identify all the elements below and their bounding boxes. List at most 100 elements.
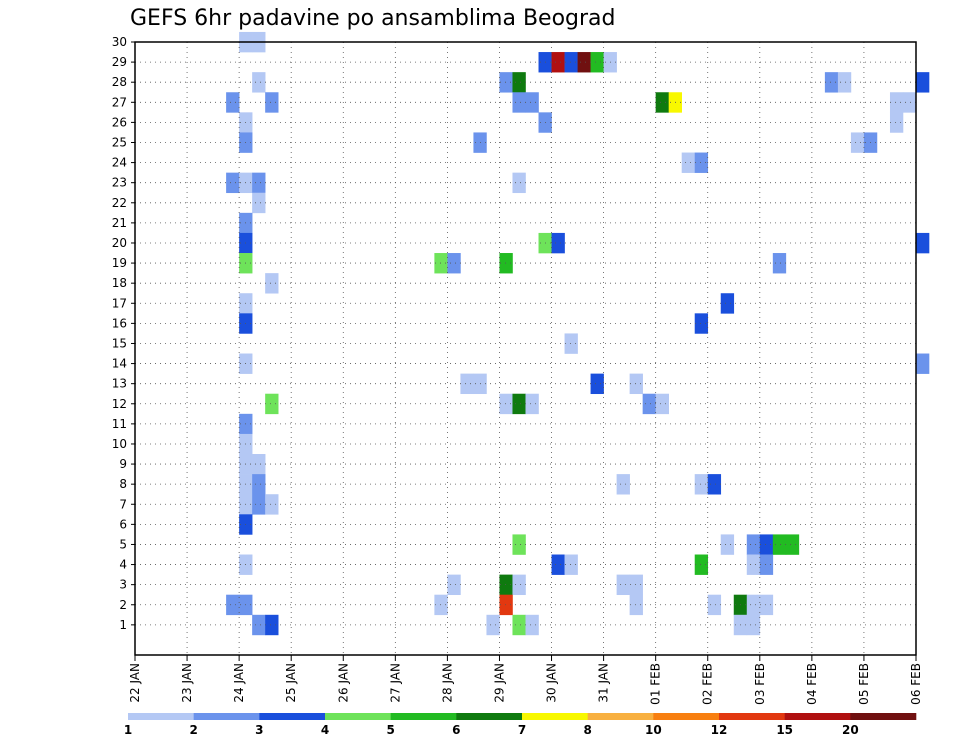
x-tick-label: 28 JAN	[440, 663, 454, 703]
heatmap-cell	[486, 614, 500, 636]
x-tick-label: 01 FEB	[649, 663, 663, 705]
heatmap-cell	[512, 614, 526, 636]
heatmap-cell	[252, 614, 266, 636]
heatmap-cell	[499, 574, 513, 596]
colorbar-label: 15	[776, 723, 793, 737]
y-tick-label: 18	[112, 276, 127, 290]
heatmap-cell	[824, 72, 839, 93]
heatmap-cell	[499, 72, 513, 93]
y-tick-label: 1	[119, 618, 127, 632]
colorbar-swatch	[128, 713, 194, 720]
heatmap-cell	[837, 72, 852, 93]
heatmap-cell	[629, 594, 643, 616]
heatmap-cell	[512, 393, 526, 415]
y-tick-label: 30	[112, 35, 127, 49]
heatmap-cell	[525, 92, 539, 113]
heatmap-cell	[512, 534, 526, 555]
heatmap-cell	[460, 373, 474, 395]
heatmap-cell	[746, 534, 761, 555]
chart-title: GEFS 6hr padavine po ansamblima Beograd	[130, 6, 616, 31]
heatmap-cell	[655, 393, 669, 415]
colorbar-swatch	[587, 713, 654, 720]
heatmap-cell	[512, 574, 526, 596]
colorbar-swatch	[193, 713, 260, 720]
y-tick-label: 25	[112, 135, 127, 149]
colorbar-swatch	[653, 713, 720, 720]
heatmap-cell	[590, 373, 604, 395]
colorbar-label: 7	[518, 723, 526, 737]
heatmap-cell	[265, 614, 279, 636]
heatmap-cell	[564, 52, 578, 73]
y-tick-label: 19	[112, 256, 127, 270]
heatmap-cell	[616, 474, 630, 495]
colorbar-swatch	[784, 713, 851, 720]
colorbar-label: 4	[321, 723, 329, 737]
heatmap-cell	[707, 594, 722, 616]
heatmap-cell	[252, 72, 266, 93]
heatmap-cell	[265, 273, 279, 294]
y-tick-label: 7	[119, 497, 127, 511]
x-tick-label: 30 JAN	[545, 663, 559, 703]
colorbar-swatch	[456, 713, 523, 720]
colorbar: 1 2 3 4 5 6 7 8 10 12 15 20	[124, 713, 917, 737]
y-axis: 1234567891011121314151617181920212223242…	[112, 35, 135, 632]
heatmap-cell	[746, 614, 761, 636]
colorbar-label: 12	[711, 723, 728, 737]
heatmap-cell	[447, 253, 461, 274]
heatmap-cell	[889, 92, 904, 113]
heatmap-cell	[434, 594, 448, 616]
heatmap-cell	[889, 112, 904, 133]
y-tick-label: 5	[119, 537, 127, 551]
heatmap-cell	[694, 313, 709, 334]
heatmap-cell	[655, 92, 669, 113]
heatmap-cell	[551, 52, 565, 73]
heatmap-cell	[629, 373, 643, 395]
heatmap-cell	[265, 494, 279, 515]
y-tick-label: 9	[119, 457, 127, 471]
colorbar-swatch	[259, 713, 326, 720]
heatmap-cell	[252, 172, 266, 194]
heatmap-cell	[681, 152, 696, 173]
heatmap-cell	[916, 353, 930, 374]
y-tick-label: 20	[112, 236, 127, 250]
y-tick-label: 8	[119, 477, 127, 491]
y-tick-label: 28	[112, 75, 127, 89]
colorbar-label: 10	[645, 723, 662, 737]
heatmap-cell	[525, 393, 539, 415]
heatmap-cells	[226, 31, 930, 636]
x-tick-label: 29 JAN	[492, 663, 506, 703]
x-tick-label: 04 FEB	[805, 663, 819, 705]
y-tick-label: 22	[112, 196, 127, 210]
heatmap-cell	[447, 574, 461, 596]
heatmap-cell	[707, 474, 722, 495]
x-tick-label: 05 FEB	[857, 663, 871, 705]
heatmap-cell	[785, 534, 800, 555]
colorbar-swatch	[325, 713, 391, 720]
heatmap-cell	[759, 594, 774, 616]
heatmap-cell	[525, 614, 539, 636]
heatmap-cell	[694, 152, 709, 173]
colorbar-label: 8	[583, 723, 591, 737]
x-tick-label: 31 JAN	[597, 663, 611, 703]
x-tick-label: 26 JAN	[336, 663, 350, 703]
heatmap-cell	[512, 172, 526, 194]
x-tick-label: 25 JAN	[284, 663, 298, 703]
y-tick-label: 23	[112, 176, 127, 190]
heatmap-cell	[694, 554, 709, 575]
x-tick-label: 03 FEB	[753, 663, 767, 705]
y-tick-label: 13	[112, 377, 127, 391]
colorbar-swatch	[390, 713, 457, 720]
x-tick-label: 24 JAN	[232, 663, 246, 703]
heatmap-cell	[577, 52, 591, 73]
heatmap-cell	[720, 534, 735, 555]
heatmap-cell	[902, 92, 917, 113]
heatmap-cell	[759, 534, 774, 555]
y-tick-label: 26	[112, 115, 127, 129]
heatmap-cell	[265, 393, 279, 415]
y-tick-label: 11	[112, 417, 127, 431]
heatmap-cell	[551, 554, 565, 575]
grid-lines	[135, 41, 916, 655]
heatmap-cell	[499, 393, 513, 415]
colorbar-swatch	[522, 713, 588, 720]
heatmap-cell	[564, 554, 578, 575]
